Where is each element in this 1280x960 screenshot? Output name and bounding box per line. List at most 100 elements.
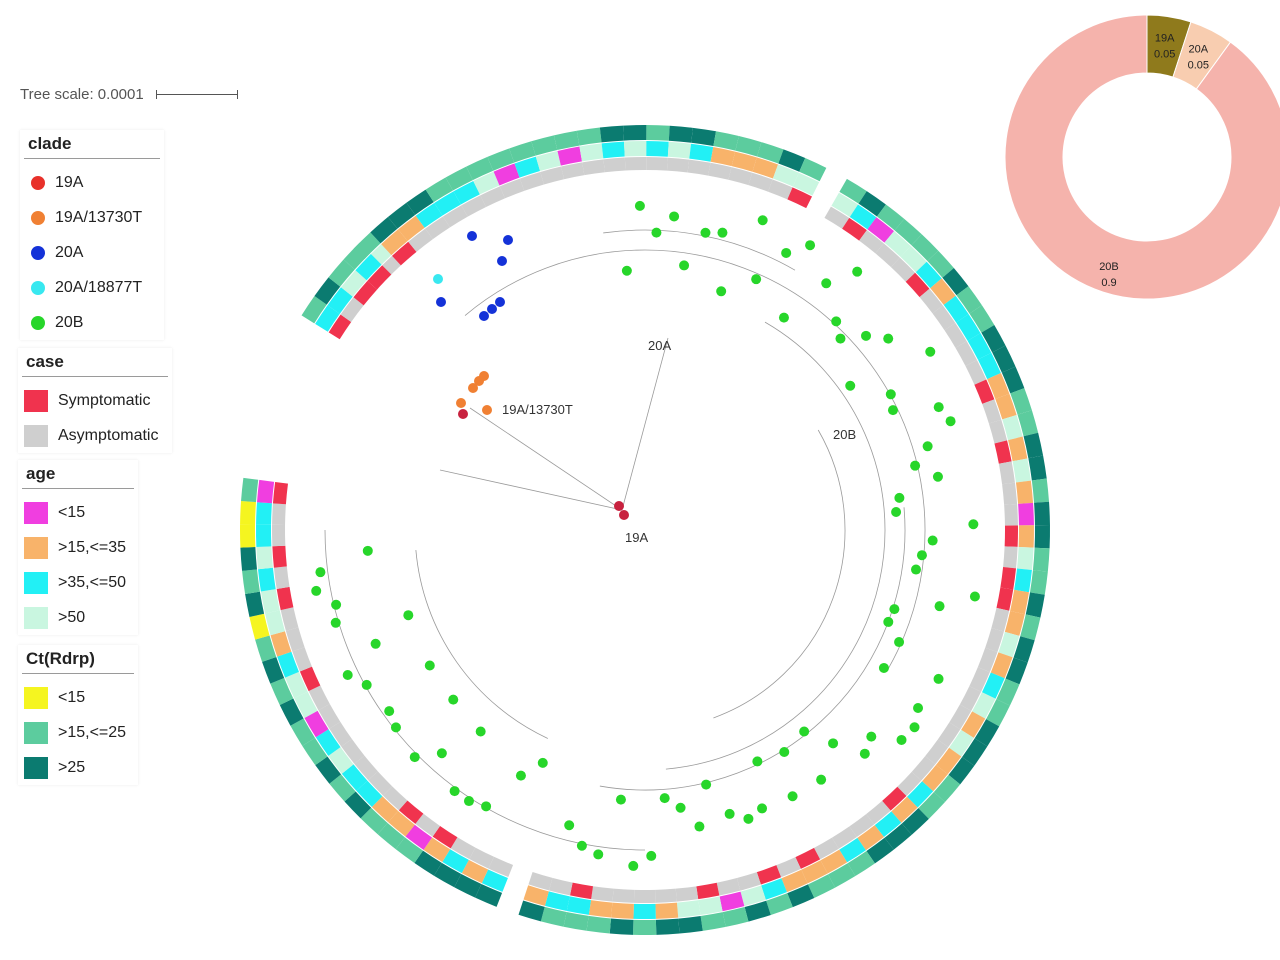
ct-ring-segment: [255, 635, 277, 662]
tip-20b: [463, 796, 474, 807]
age-ring-segment: [356, 780, 383, 807]
square-swatch-icon: [24, 721, 48, 744]
tip-20b: [969, 591, 980, 602]
case-ring-segment: [499, 178, 525, 199]
case-ring-segment: [561, 162, 585, 180]
case-ring-segment: [959, 686, 982, 711]
age-ring-segment: [839, 837, 866, 863]
case-ring-segment: [624, 156, 647, 171]
age-ring-segment: [719, 891, 745, 912]
pie-value-label: 0.05: [1188, 59, 1209, 71]
ct-ring-segment: [757, 142, 784, 164]
age-ring-segment: [1015, 480, 1034, 504]
age-ring-segment: [514, 156, 541, 178]
age-ring-segment: [257, 567, 276, 592]
age-ring-segment: [285, 671, 308, 699]
age-ring-segment: [260, 589, 280, 614]
case-ring-segment: [776, 857, 801, 878]
age-ring-segment: [1017, 546, 1034, 570]
ct-ring-segment: [678, 916, 703, 934]
tip-20b: [634, 200, 645, 211]
circle-icon: [31, 280, 45, 295]
tip-20b: [911, 564, 922, 575]
ct-ring-segment: [691, 127, 717, 147]
age-ring-segment: [535, 150, 561, 172]
tip-20b: [885, 389, 896, 400]
case-ring-segment: [932, 305, 956, 331]
case-ring-segment: [633, 889, 656, 903]
ct-ring-segment: [969, 305, 995, 333]
age-ring-segment: [371, 796, 399, 823]
legend-item: <15: [18, 495, 138, 530]
case-ring-segment: [1003, 546, 1018, 569]
age-ring-segment: [667, 141, 692, 159]
tree-scale-label: Tree scale: 0.0001: [20, 86, 144, 103]
square-swatch-icon: [24, 536, 48, 559]
case-ring-segment: [795, 847, 821, 869]
case-ring-segment: [368, 771, 393, 796]
ct-ring-segment: [576, 127, 602, 146]
legend-item: 19A: [20, 165, 164, 200]
legend-item-label: <15: [58, 688, 86, 706]
legend-clade: clade 19A 19A/13730T 20A 20A/18877T 20B: [20, 130, 164, 340]
ct-ring-segment: [933, 774, 961, 803]
ct-ring-segment: [425, 177, 453, 203]
ct-ring-segment: [744, 900, 771, 922]
age-ring-segment: [633, 903, 656, 920]
age-ring-segment: [967, 333, 992, 360]
pie-value-label: 0.05: [1154, 48, 1175, 60]
ct-ring-segment: [609, 918, 634, 935]
case-ring-segment: [988, 419, 1008, 444]
tip-20b: [916, 550, 927, 561]
square-swatch-icon: [24, 501, 48, 524]
case-ring-segment: [425, 216, 450, 240]
tip-20b: [481, 801, 492, 812]
tip-20b: [896, 734, 907, 745]
case-ring-segment: [687, 159, 711, 176]
ct-ring-segment: [1031, 478, 1050, 503]
case-ring-segment: [272, 503, 286, 525]
ct-ring-segment: [302, 737, 328, 766]
ct-ring-segment: [858, 191, 886, 217]
case-ring-segment: [768, 179, 793, 200]
legend-item: <15: [18, 680, 138, 715]
tip-20a: [436, 297, 446, 307]
tip-20b: [891, 507, 902, 518]
ct-ring-segment: [445, 166, 473, 191]
age-ring-segment: [884, 231, 911, 257]
age-ring-segment: [867, 217, 895, 243]
ct-ring-segment: [655, 918, 680, 935]
age-ring-segment: [341, 764, 368, 791]
tip-20b: [835, 333, 846, 344]
tip-20a: [503, 235, 513, 245]
case-ring-segment: [969, 667, 990, 692]
ct-ring-segment: [531, 135, 558, 156]
age-ring-segment: [655, 902, 679, 919]
tree-branch-arc: [599, 507, 906, 791]
age-ring-segment: [982, 672, 1005, 699]
ct-ring-segment: [1023, 432, 1044, 459]
ct-ring-segment: [328, 259, 355, 287]
age-ring-segment: [328, 747, 354, 774]
case-ring-segment: [728, 167, 753, 186]
case-ring-segment: [736, 872, 761, 891]
age-ring-segment: [473, 171, 500, 195]
tip-20b: [859, 748, 870, 759]
legend-item-label: >15,<=25: [58, 723, 127, 741]
ct-ring-segment: [1005, 657, 1028, 685]
age-ring-segment: [1002, 414, 1023, 441]
ct-ring-segment: [735, 136, 762, 157]
age-ring-segment: [740, 885, 766, 907]
tip-20b: [743, 813, 754, 824]
case-ring-segment: [666, 157, 690, 173]
tip-20b: [646, 850, 657, 861]
age-ring-segment: [611, 902, 634, 919]
age-ring-segment: [961, 711, 986, 738]
ct-ring-segment: [466, 156, 494, 181]
node-label-19a-13730t: 19A/13730T: [502, 402, 573, 417]
case-ring-segment: [897, 771, 922, 797]
tree-branch-arc: [665, 321, 886, 770]
ct-ring-segment: [918, 791, 946, 819]
legend-item: Asymptomatic: [18, 418, 172, 453]
legend-item-label: 20B: [55, 313, 84, 331]
